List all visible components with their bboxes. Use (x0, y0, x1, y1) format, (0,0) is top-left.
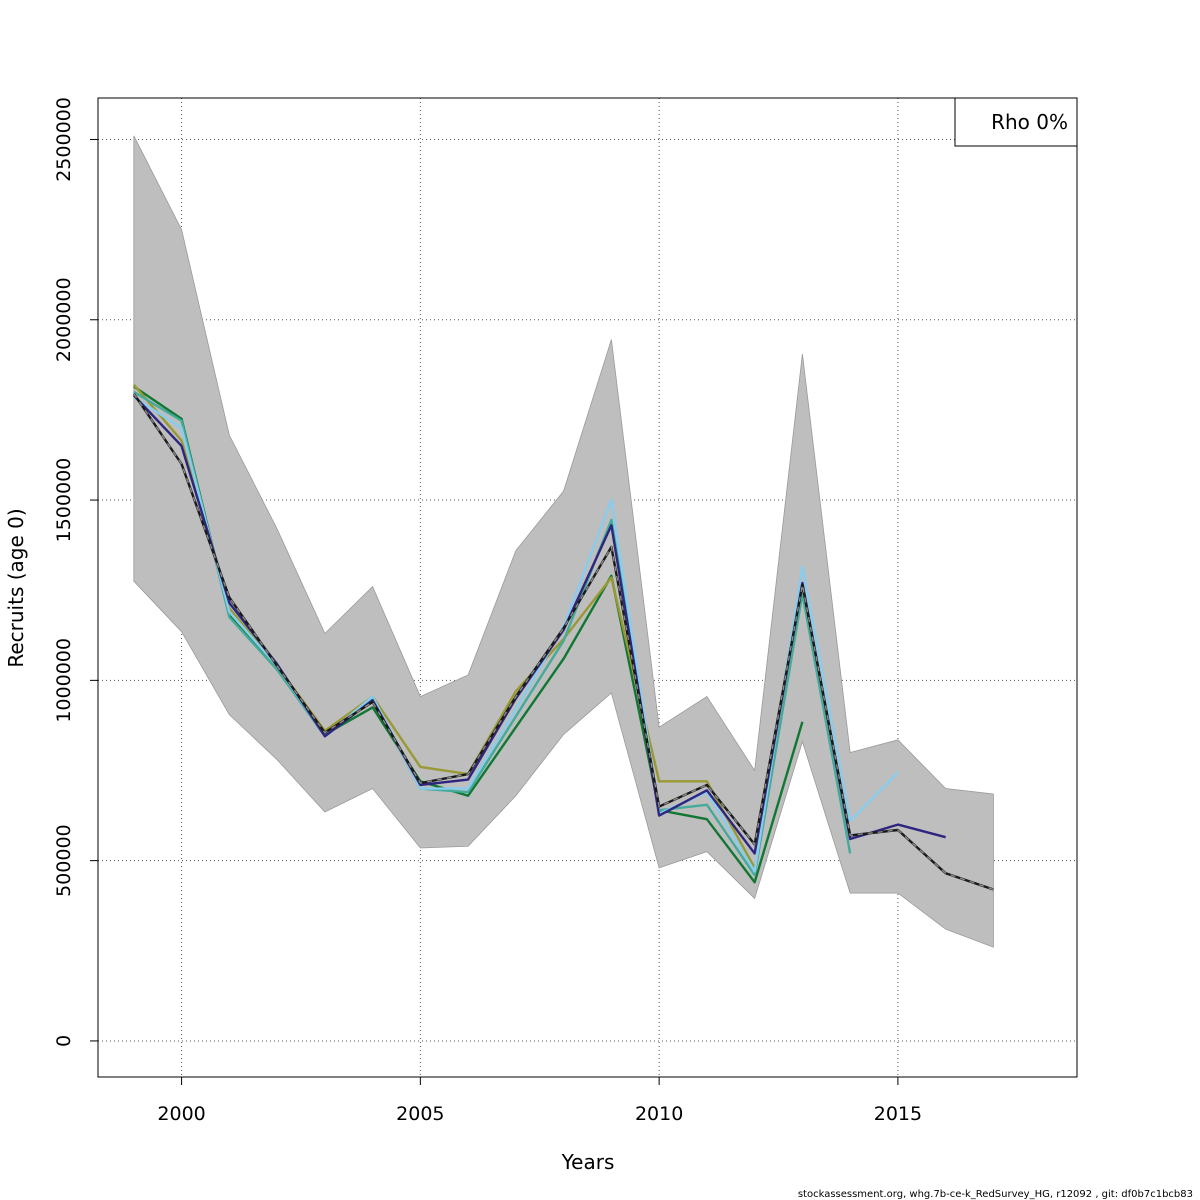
y-tick-label: 2500000 (53, 97, 75, 182)
legend-box (954, 97, 1078, 147)
legend: Rho 0% (954, 97, 1078, 147)
x-tick-label: 2010 (635, 1103, 683, 1125)
series-line-1-dashed (133, 393, 994, 891)
x-axis: 2000 2005 2010 2015 (157, 1077, 922, 1125)
confidence-band (133, 135, 994, 948)
y-tick-label: 2000000 (53, 277, 75, 362)
x-axis-title: Years (561, 1150, 615, 1174)
x-tick-label: 2005 (396, 1103, 444, 1125)
plot-frame (97, 97, 1078, 1078)
y-tick-label: 1000000 (53, 638, 75, 723)
series-line-5 (132, 383, 756, 869)
series-line-4 (133, 390, 852, 877)
confidence-band-area (133, 135, 994, 948)
y-axis-title: Recruits (age 0) (4, 508, 28, 667)
legend-label: Rho 0% (991, 110, 1068, 134)
footer-note: stockassessment.org, whg.7b-ce-k_RedSurv… (798, 1189, 1193, 1200)
x-tick-label: 2015 (874, 1103, 922, 1125)
series-lines (132, 383, 994, 891)
y-tick-label: 500000 (53, 824, 75, 897)
y-tick-label: 0 (53, 1035, 75, 1047)
x-tick-label: 2000 (157, 1103, 205, 1125)
y-axis: 0 500000 1000000 1500000 2000000 2500000 (53, 97, 98, 1047)
y-tick-label: 1500000 (53, 458, 75, 543)
